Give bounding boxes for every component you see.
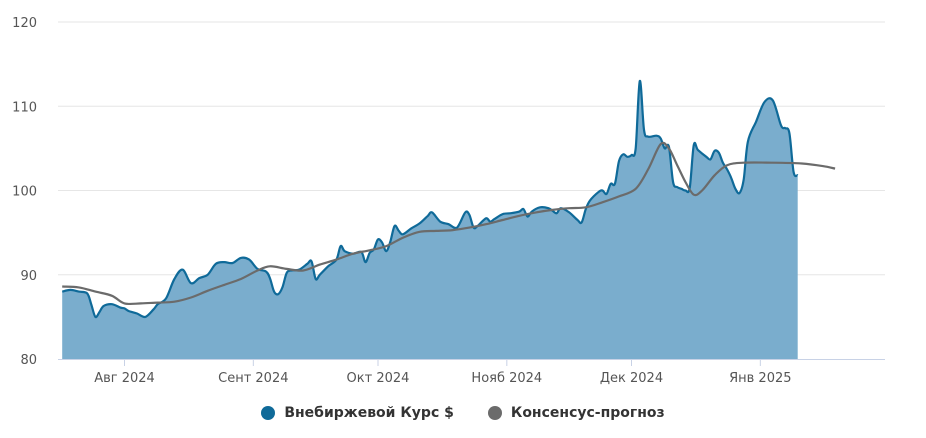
- x-tick-label: Авг 2024: [94, 371, 155, 386]
- series-consensus-line[interactable]: [62, 141, 836, 306]
- series-rate-line[interactable]: [61, 79, 799, 319]
- legend-item-rate[interactable]: Внебиржевой Курс $: [261, 405, 454, 421]
- chart-plot: 80 90 100 110 120 Авг 2024 Сент 2024 Окт 2024 Но…: [12, 16, 885, 386]
- legend-marker-rate: [261, 406, 276, 420]
- series-area-layer: [62, 80, 798, 359]
- x-tick-label: Янв 2025: [729, 371, 791, 386]
- axis-layer: 80 90 100 110 120 Авг 2024 Сент 2024 Окт 2024 Но…: [12, 16, 885, 386]
- series-rate-area: [62, 80, 798, 359]
- x-tick-label: Окт 2024: [347, 371, 410, 386]
- x-tick-label: Сент 2024: [218, 371, 288, 386]
- legend-label-consensus: Консенсус-прогноз: [510, 405, 665, 421]
- x-tick-label: Нояб 2024: [471, 371, 542, 386]
- legend-label-rate: Внебиржевой Курс $: [284, 405, 454, 421]
- y-tick-label: 120: [12, 16, 37, 31]
- y-tick-label: 90: [20, 269, 37, 284]
- x-tick-label: Дек 2024: [600, 371, 663, 386]
- y-tick-label: 110: [12, 100, 37, 115]
- legend-item-consensus[interactable]: Консенсус-прогноз: [487, 405, 665, 421]
- chart-legend: Внебиржевой Курс $ Консенсус-прогноз: [0, 405, 926, 421]
- y-tick-label: 100: [12, 185, 37, 200]
- legend-marker-consensus: [487, 406, 502, 420]
- series-line-layer: [61, 79, 836, 319]
- y-tick-label: 80: [20, 353, 37, 368]
